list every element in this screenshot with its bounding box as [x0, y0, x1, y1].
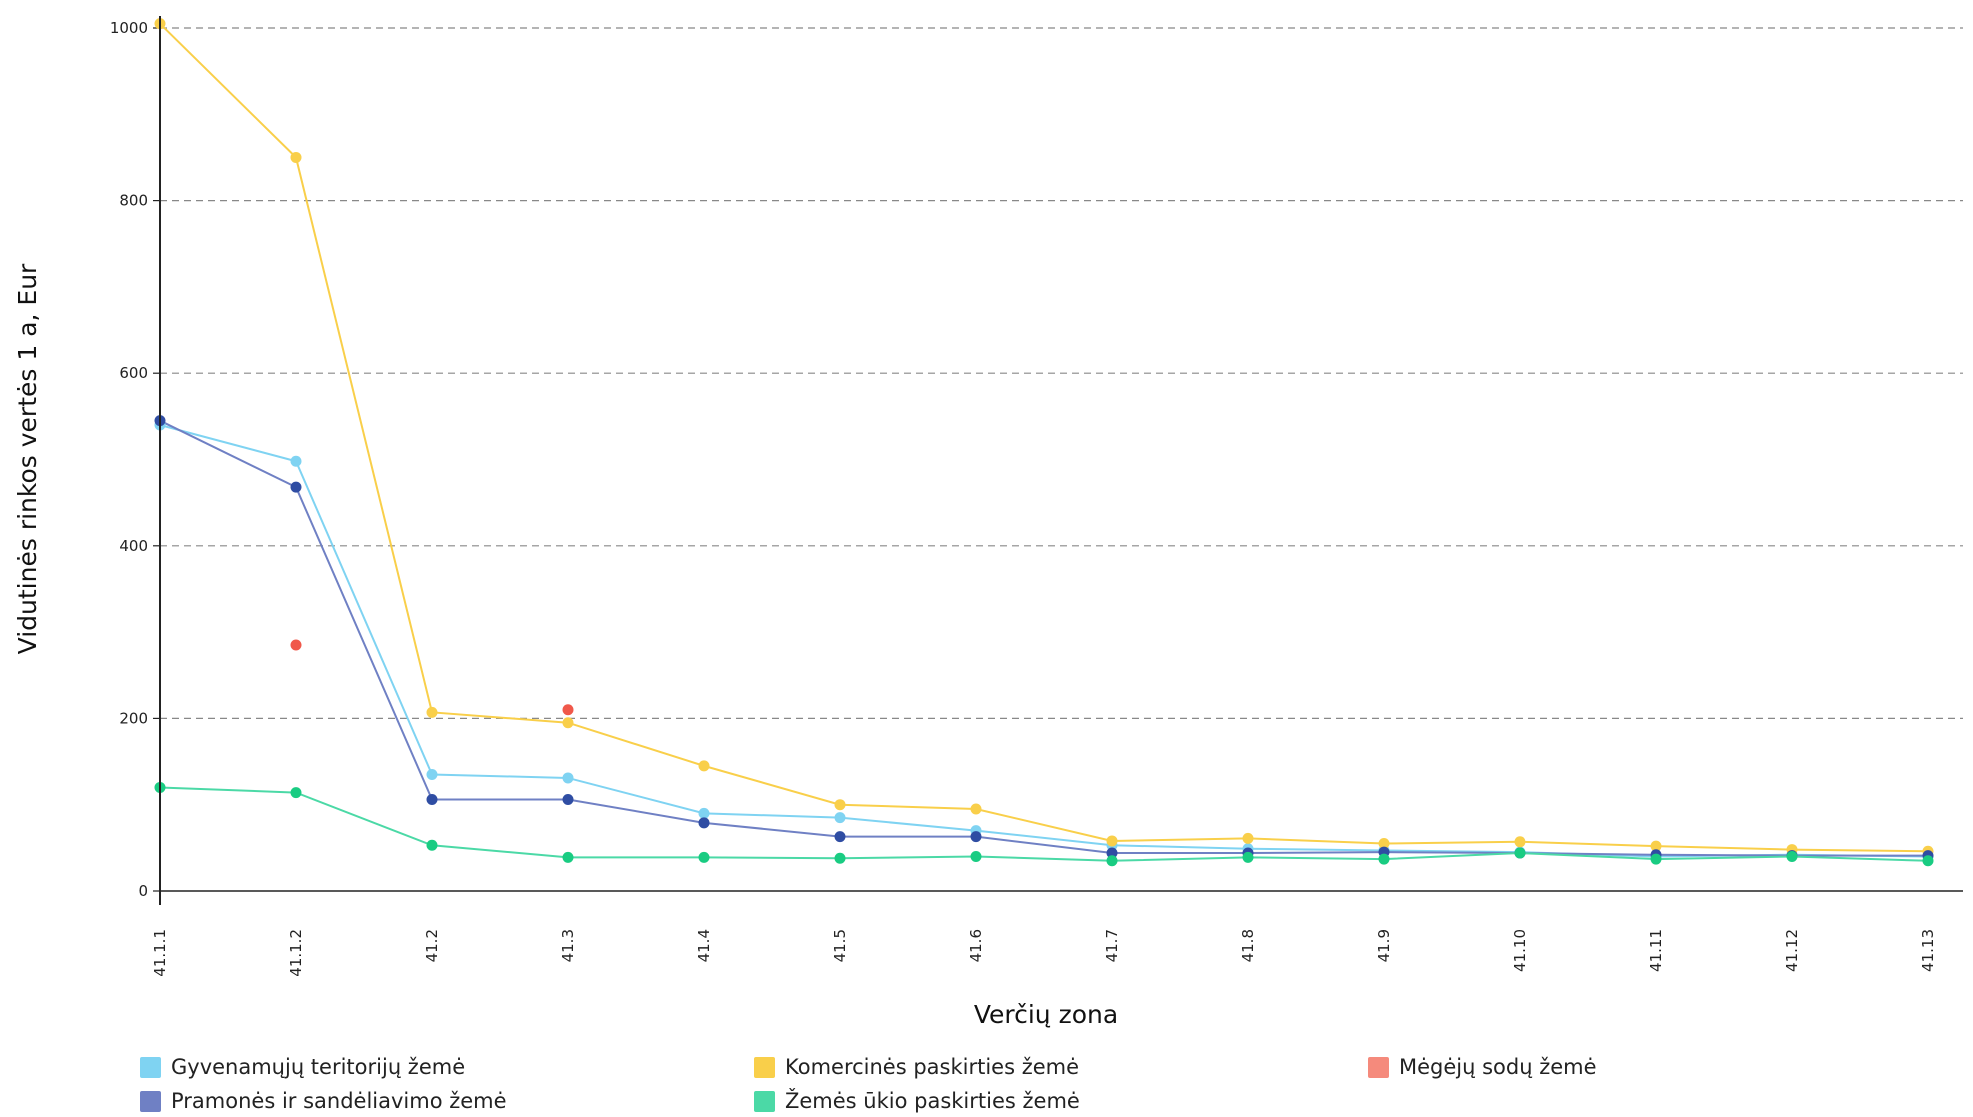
data-point — [834, 852, 846, 864]
data-point — [970, 850, 982, 862]
x-axis-ticks: 41.1.1 41.1.2 41.2 41.3 41.4 41.5 41.6 41.7 41.8… — [151, 929, 1937, 977]
series-points — [154, 18, 1934, 867]
series-lines — [159, 22, 1929, 862]
data-point — [970, 831, 982, 843]
legend-label: Mėgėjų sodų žemė — [1399, 1055, 1597, 1079]
data-point — [426, 706, 438, 718]
data-point — [1514, 836, 1526, 848]
x-tick-label: 41.10 — [1511, 929, 1529, 972]
legend-swatch — [1368, 1056, 1389, 1078]
data-point — [426, 768, 438, 780]
legend-swatch — [140, 1090, 161, 1112]
data-point — [698, 817, 710, 829]
data-point — [1242, 832, 1254, 844]
data-point — [290, 481, 302, 493]
data-point — [562, 794, 574, 806]
data-point — [834, 799, 846, 811]
legend-swatch — [754, 1090, 775, 1112]
legend-item-agricultural[interactable]: Žemės ūkio paskirties žemė — [754, 1087, 1080, 1115]
data-point — [1106, 835, 1118, 847]
y-tick-label: 600 — [119, 364, 148, 382]
data-point — [562, 704, 574, 716]
data-point — [562, 717, 574, 729]
data-point — [1650, 853, 1662, 865]
data-point — [1786, 850, 1798, 862]
data-point — [290, 455, 302, 467]
data-point — [290, 151, 302, 163]
x-tick-label: 41.7 — [1103, 929, 1121, 962]
y-tick-label: 200 — [119, 709, 148, 727]
x-tick-label: 41.2 — [423, 929, 441, 962]
x-tick-label: 41.1.1 — [151, 929, 169, 977]
grid-lines — [160, 27, 1963, 720]
data-point — [1242, 851, 1254, 863]
legend-item-commercial[interactable]: Komercinės paskirties žemė — [754, 1053, 1079, 1081]
x-tick-label: 41.12 — [1783, 929, 1801, 972]
x-tick-label: 41.11 — [1647, 929, 1665, 972]
x-tick-label: 41.6 — [967, 929, 985, 962]
data-point — [1922, 855, 1934, 867]
legend-label: Gyvenamųjų teritorijų žemė — [171, 1055, 466, 1079]
y-tick-label: 800 — [119, 192, 148, 210]
legend-label: Pramonės ir sandėliavimo žemė — [171, 1089, 507, 1113]
data-point — [970, 803, 982, 815]
series-line — [159, 419, 1928, 857]
data-point — [834, 812, 846, 824]
y-tick-label: 400 — [119, 537, 148, 555]
legend-item-residential[interactable]: Gyvenamųjų teritorijų žemė — [140, 1053, 465, 1081]
data-point — [1378, 853, 1390, 865]
y-axis-ticks: 0 200 400 600 800 1000 — [110, 19, 160, 900]
data-point — [1106, 855, 1118, 867]
legend-label: Komercinės paskirties žemė — [785, 1055, 1080, 1079]
data-point — [1378, 838, 1390, 850]
y-tick-label: 1000 — [110, 19, 148, 37]
series-line — [159, 786, 1929, 862]
data-point — [698, 851, 710, 863]
legend-label: Žemės ūkio paskirties žemė — [785, 1089, 1080, 1113]
legend-item-garden[interactable]: Mėgėjų sodų žemė — [1368, 1053, 1597, 1081]
series-line — [159, 424, 1929, 858]
x-tick-label: 41.9 — [1375, 929, 1393, 962]
series-line — [159, 22, 1929, 853]
data-point — [426, 794, 438, 806]
data-point — [1514, 847, 1526, 859]
x-tick-label: 41.1.2 — [287, 929, 305, 977]
x-tick-label: 41.5 — [831, 929, 849, 962]
y-tick-label: 0 — [138, 882, 148, 900]
data-point — [562, 772, 574, 784]
data-point — [290, 787, 302, 799]
legend-swatch — [754, 1056, 775, 1078]
x-tick-label: 41.13 — [1919, 929, 1937, 972]
data-point — [426, 839, 438, 851]
data-point — [834, 831, 846, 843]
x-tick-label: 41.4 — [695, 929, 713, 962]
legend: Gyvenamųjų teritorijų žemė Komercinės pa… — [140, 1053, 1940, 1115]
legend-item-industrial[interactable]: Pramonės ir sandėliavimo žemė — [140, 1087, 507, 1115]
data-point — [1650, 840, 1662, 852]
y-axis-title: Vidutinės rinkos vertės 1 a, Eur — [13, 263, 42, 654]
x-axis-title: Verčių zona — [974, 1000, 1118, 1029]
x-tick-label: 41.8 — [1239, 929, 1257, 962]
data-point — [290, 639, 302, 651]
legend-swatch — [140, 1056, 161, 1078]
data-point — [562, 851, 574, 863]
x-tick-label: 41.3 — [559, 929, 577, 962]
data-point — [698, 760, 710, 772]
data-point — [698, 807, 710, 819]
data-point — [1106, 847, 1118, 859]
